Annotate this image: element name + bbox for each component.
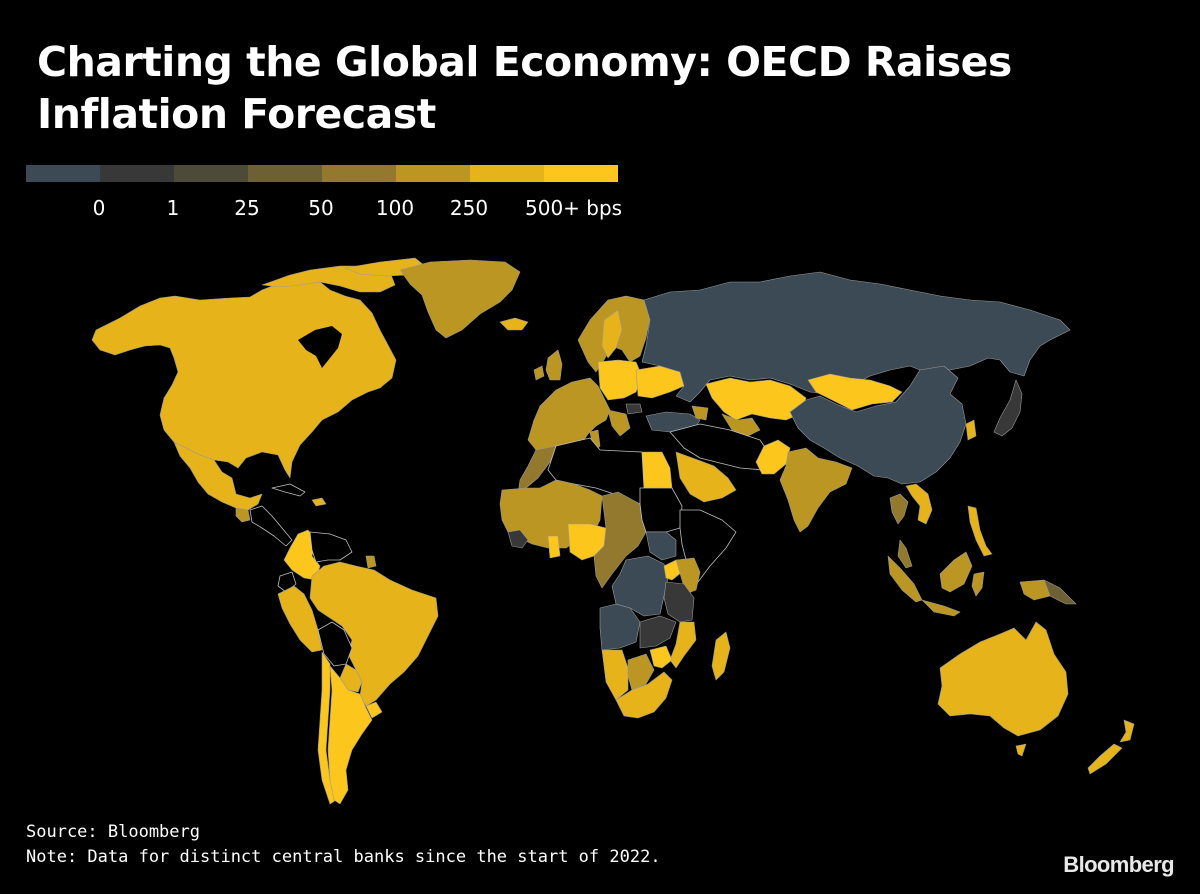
region-madagascar xyxy=(711,631,731,681)
region-bolivia xyxy=(317,621,353,667)
region-japan xyxy=(993,379,1023,437)
region-ireland xyxy=(533,365,545,381)
region-greenland xyxy=(399,259,521,339)
legend-label: 1 xyxy=(166,196,180,220)
region-indonesia-sumatra xyxy=(887,555,923,603)
region-australia xyxy=(937,621,1069,737)
legend-swatch xyxy=(322,165,396,182)
region-indonesia-java xyxy=(921,599,961,617)
region-iceland xyxy=(499,317,529,331)
region-egypt xyxy=(641,451,673,489)
region-dr-congo xyxy=(611,555,669,617)
region-new-zealand-north xyxy=(1119,719,1135,743)
region-indonesia-borneo xyxy=(939,551,973,593)
legend-swatch xyxy=(248,165,322,182)
note-text: Note: Data for distinct central banks si… xyxy=(26,847,661,867)
region-indonesia-sulawesi xyxy=(971,571,985,597)
region-poland-central-europe xyxy=(597,359,643,401)
region-saudi-arabia xyxy=(675,451,737,503)
legend-swatch xyxy=(100,165,174,182)
region-malaysia xyxy=(897,539,913,569)
region-south-korea xyxy=(965,419,977,441)
region-namibia xyxy=(601,649,629,701)
region-kenya xyxy=(675,557,701,595)
legend-swatch xyxy=(174,165,248,182)
region-mexico xyxy=(173,441,263,511)
region-botswana xyxy=(627,653,655,691)
legend-label: 50 xyxy=(308,196,334,220)
legend-swatch xyxy=(544,165,618,182)
color-legend xyxy=(26,165,618,182)
region-mongolia xyxy=(807,373,903,411)
region-vietnam xyxy=(905,483,933,525)
footnotes: Source: Bloomberg Note: Data for distinc… xyxy=(26,820,661,870)
region-balkans xyxy=(607,409,631,437)
region-brazil xyxy=(309,561,439,707)
legend-labels: 0 1 25 50 100 250 500+ bps xyxy=(0,196,700,224)
bloomberg-logo: Bloomberg xyxy=(1063,852,1174,877)
region-uk xyxy=(545,349,563,381)
region-bulgaria xyxy=(625,403,643,415)
legend-label: 250 xyxy=(449,196,489,220)
legend-swatch xyxy=(26,165,100,182)
region-tasmania xyxy=(1015,743,1027,757)
region-sudan xyxy=(639,487,683,533)
source-text: Source: Bloomberg xyxy=(26,822,200,842)
region-uzbekistan xyxy=(721,413,761,437)
region-south-africa xyxy=(615,671,673,719)
region-venezuela xyxy=(309,531,353,563)
region-suriname xyxy=(365,555,377,569)
region-ghana xyxy=(547,535,561,559)
region-indonesia-papua xyxy=(1019,579,1051,601)
region-argentina xyxy=(327,665,373,805)
region-zimbabwe xyxy=(649,645,673,669)
region-cuba xyxy=(271,483,306,497)
region-philippines xyxy=(967,505,993,557)
region-dominican-republic xyxy=(311,497,327,507)
legend-label: 25 xyxy=(234,196,260,220)
region-mozambique xyxy=(669,621,697,669)
region-new-zealand-south xyxy=(1087,743,1123,775)
chart-title: Charting the Global Economy: OECD Raises… xyxy=(37,38,1012,138)
region-western-europe xyxy=(527,377,611,451)
region-guatemala xyxy=(235,507,251,523)
region-tanzania xyxy=(663,581,695,623)
region-russia xyxy=(641,271,1071,403)
legend-swatch xyxy=(470,165,544,182)
region-peru xyxy=(277,585,323,653)
region-india xyxy=(779,447,853,533)
region-guinea xyxy=(507,529,529,549)
region-thailand xyxy=(889,493,909,525)
legend-swatch xyxy=(396,165,470,182)
hudson-bay xyxy=(298,326,342,368)
region-north-america xyxy=(91,281,397,479)
world-map xyxy=(91,257,1135,805)
legend-label: 500+ bps xyxy=(525,196,623,220)
region-central-america xyxy=(249,505,293,547)
region-zambia xyxy=(639,615,677,649)
legend-label: 0 xyxy=(92,196,106,220)
region-pakistan xyxy=(755,439,791,475)
region-sweden xyxy=(601,309,623,359)
region-uruguay xyxy=(365,701,383,719)
legend-label: 100 xyxy=(375,196,415,220)
region-angola xyxy=(599,603,641,651)
region-south-sudan xyxy=(645,531,677,561)
region-caucasus xyxy=(691,405,709,421)
